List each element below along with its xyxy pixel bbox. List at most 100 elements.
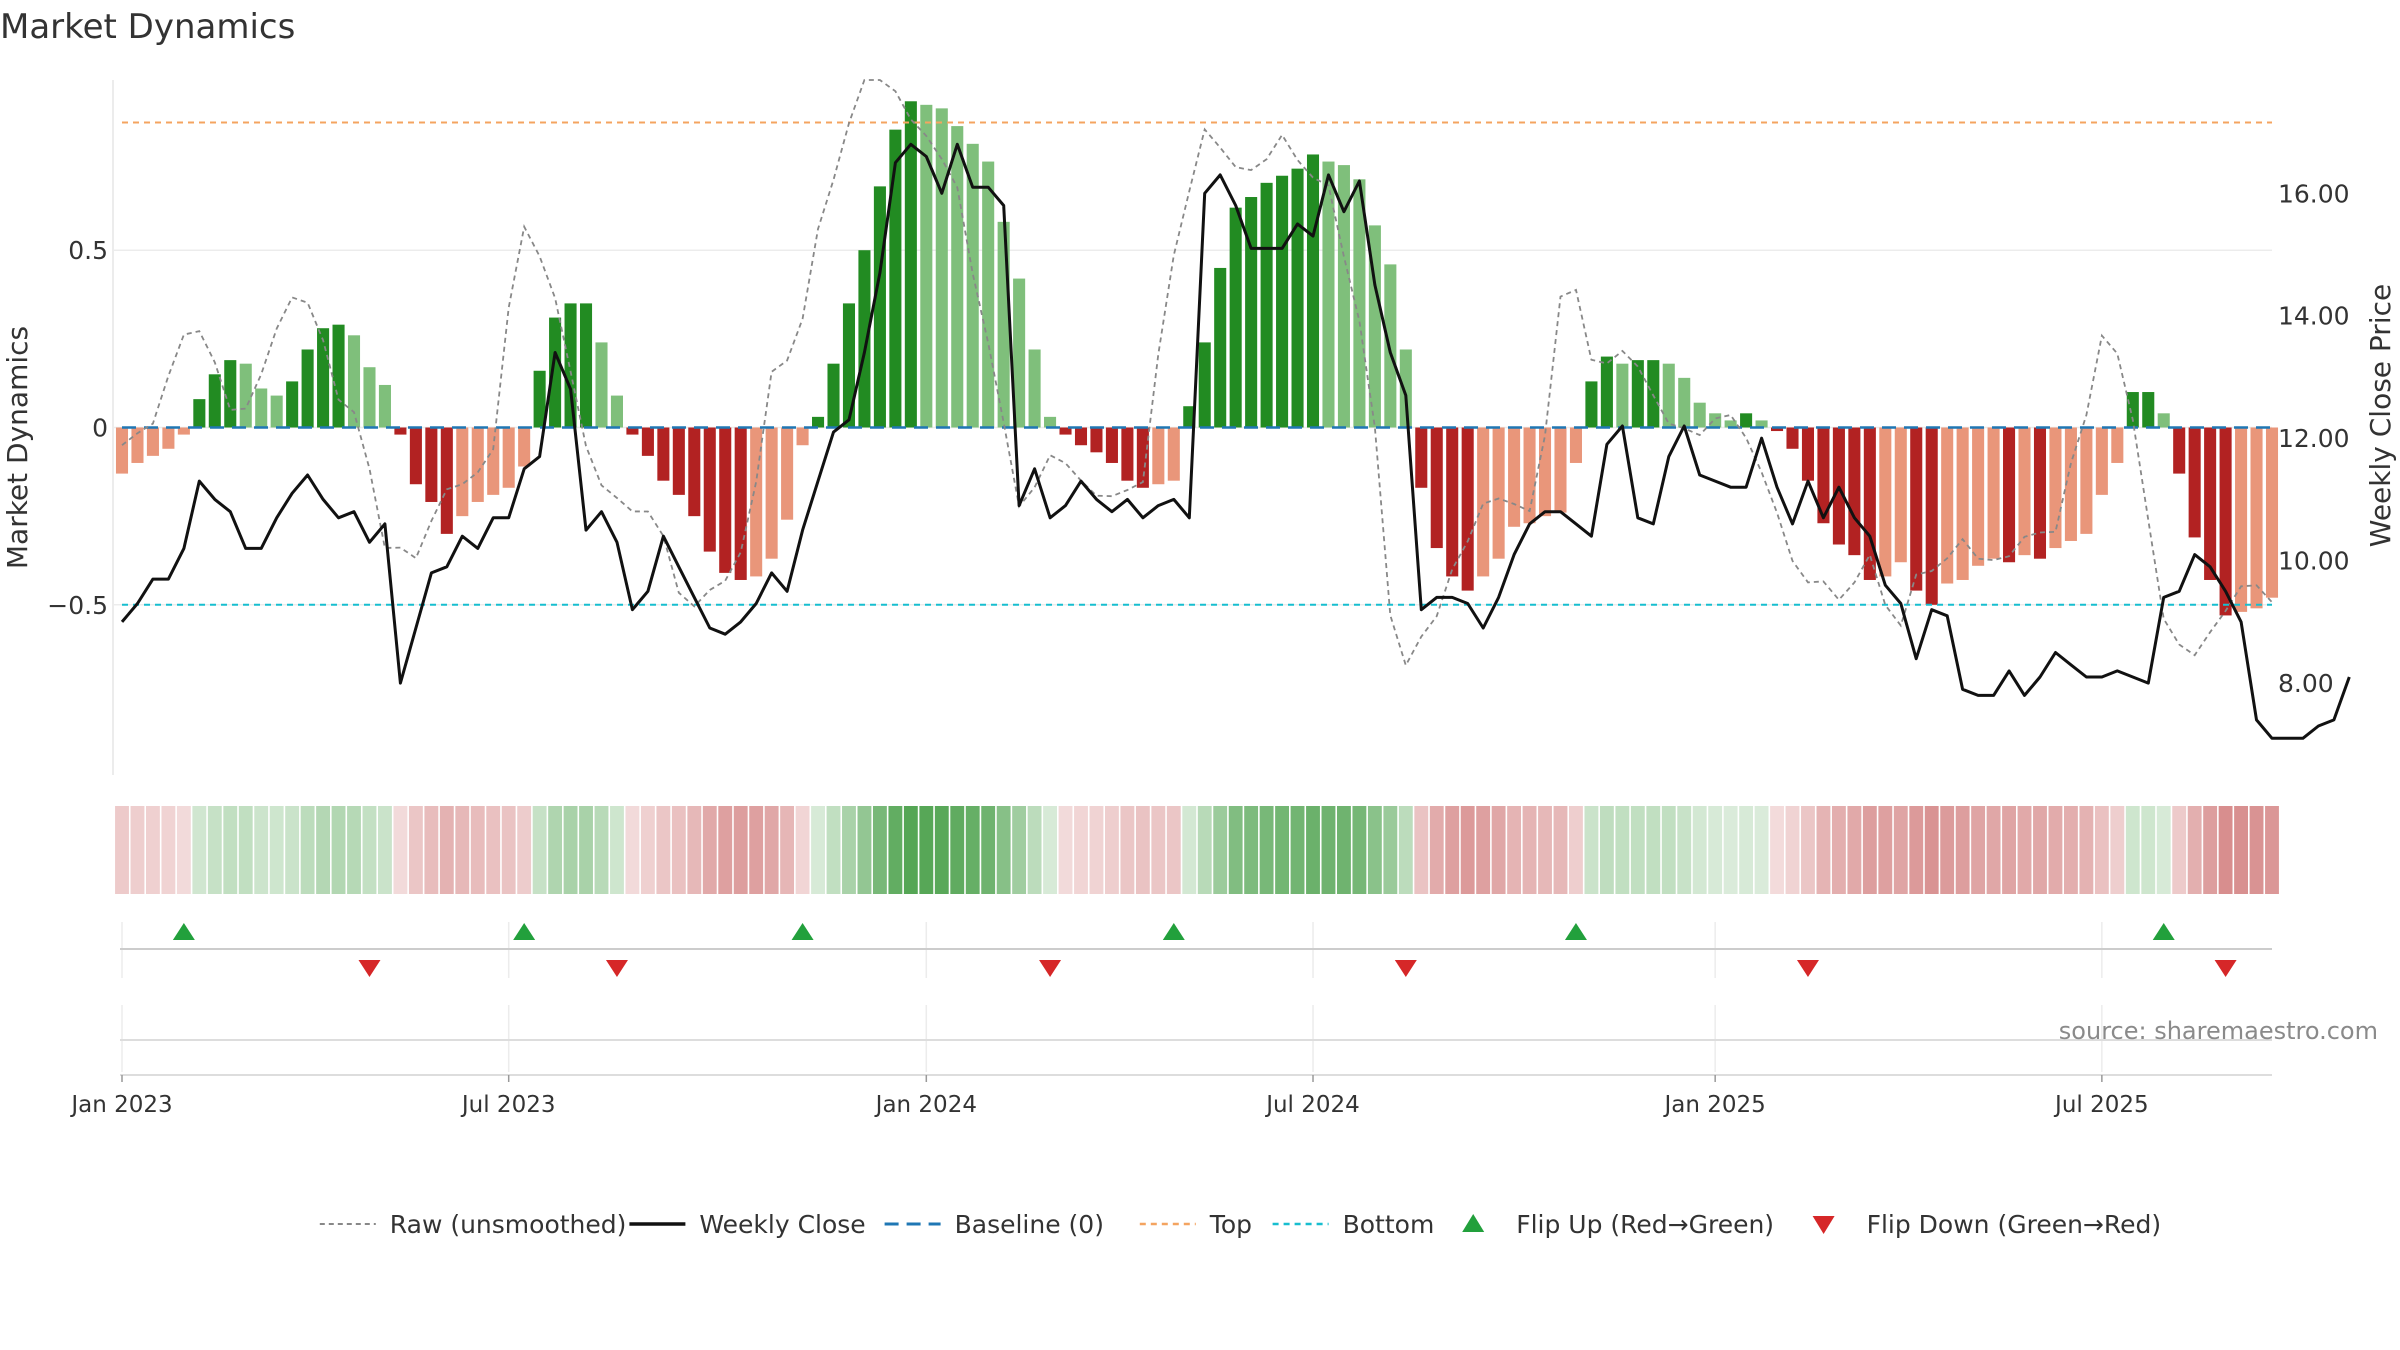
bar	[1538, 427, 1552, 517]
heat-cell	[1971, 806, 1986, 894]
heat-cell	[2002, 806, 2016, 894]
y2-tick-label: 16.00	[2278, 179, 2350, 208]
bar	[1678, 377, 1691, 428]
heat-cell	[1352, 806, 1367, 894]
legend-label: Flip Up (Red→Green)	[1516, 1210, 1774, 1239]
bar	[626, 427, 639, 435]
bars-group	[115, 101, 2279, 616]
legend-label: Weekly Close	[699, 1210, 865, 1239]
bar	[2018, 427, 2031, 556]
bar	[224, 360, 237, 428]
bar	[2033, 427, 2047, 559]
x-axis-ticks: Jan 2023 Jul 2023 Jan 2024 Jul 2024 Jan 2025…	[69, 1075, 2149, 1118]
heat-cell	[1491, 806, 1506, 894]
heat-cell	[2218, 806, 2233, 894]
flip-down-marker	[1796, 960, 1819, 977]
flip-up-marker	[2152, 923, 2175, 940]
heat-cell	[1074, 806, 1088, 894]
bar	[1477, 427, 1490, 577]
heat-cell	[1120, 806, 1135, 894]
bar	[1492, 427, 1505, 559]
heat-cell	[687, 806, 702, 894]
heat-cell	[1213, 806, 1228, 894]
y-axis-ticks: 0.5 0 −0.5	[47, 236, 108, 620]
heat-cell	[733, 806, 748, 894]
y-tick-label: 0.5	[68, 236, 108, 265]
heat-cell	[579, 806, 593, 894]
heat-cell	[2017, 806, 2032, 894]
legend-item-flipdown: Flip Down (Green→Red)	[1812, 1210, 2161, 1239]
bar	[1105, 427, 1118, 463]
bar	[347, 335, 361, 428]
heat-cell	[625, 806, 640, 894]
bar	[1941, 427, 1954, 584]
heat-cell	[1476, 806, 1491, 894]
bar	[1229, 207, 1242, 428]
heat-cell	[176, 806, 191, 894]
bar	[610, 395, 623, 428]
heat-cell	[1615, 806, 1630, 894]
heat-cell	[2234, 806, 2248, 894]
heat-cell	[1460, 806, 1475, 894]
heat-cell	[842, 806, 856, 894]
bar	[1214, 267, 1227, 428]
bar	[487, 427, 500, 495]
heat-cell	[563, 806, 578, 894]
heat-cell	[1646, 806, 1661, 894]
heat-cell	[656, 806, 671, 894]
bar	[363, 367, 376, 428]
flip-down-marker	[1039, 960, 1062, 977]
bar	[796, 427, 809, 446]
heat-cell	[2094, 806, 2109, 894]
bar	[1399, 349, 1412, 428]
heat-cell	[517, 806, 532, 894]
heat-cell	[903, 806, 918, 894]
heat-cell	[1089, 806, 1104, 894]
heat-cell	[393, 806, 408, 894]
bar	[518, 427, 531, 467]
flip-up-marker	[791, 923, 814, 940]
heat-cell	[115, 806, 129, 894]
flip-down-marker	[605, 960, 628, 977]
bar	[2173, 427, 2186, 474]
bar	[1013, 278, 1026, 428]
bar	[1771, 427, 1784, 432]
bar	[425, 427, 438, 502]
heat-cell	[2079, 806, 2094, 894]
bar	[162, 427, 175, 449]
heat-cell	[1569, 806, 1583, 894]
bar	[533, 370, 546, 428]
bar	[2080, 427, 2093, 534]
heat-cell	[934, 806, 949, 894]
heat-cell	[2156, 806, 2171, 894]
heat-cell	[996, 806, 1011, 894]
bar	[935, 108, 948, 428]
bar	[1724, 420, 1737, 428]
y2-tick-label: 10.00	[2278, 547, 2350, 576]
heat-cell	[1553, 806, 1568, 894]
heat-cell	[1507, 806, 1522, 894]
heat-cell	[378, 806, 392, 894]
heat-cell	[192, 806, 207, 894]
heat-cell	[965, 806, 980, 894]
heat-cell	[2203, 806, 2218, 894]
heat-cell	[594, 806, 609, 894]
heat-cell	[1012, 806, 1027, 894]
heat-cell	[640, 806, 655, 894]
heat-cell	[207, 806, 222, 894]
legend-swatch-flip-down	[1812, 1216, 1835, 1234]
heat-cell	[532, 806, 547, 894]
heat-cell	[1924, 806, 1939, 894]
heat-cell	[610, 806, 624, 894]
x-tick-label: Jan 2024	[874, 1092, 977, 1118]
bar	[657, 427, 670, 481]
bar	[966, 143, 979, 428]
bar	[982, 161, 995, 428]
heat-cell	[1414, 806, 1429, 894]
bar	[641, 427, 654, 456]
heat-cell	[702, 806, 717, 894]
bar	[115, 427, 129, 474]
heat-cell	[2141, 806, 2156, 894]
heat-cell	[764, 806, 779, 894]
bar	[1245, 197, 1258, 428]
